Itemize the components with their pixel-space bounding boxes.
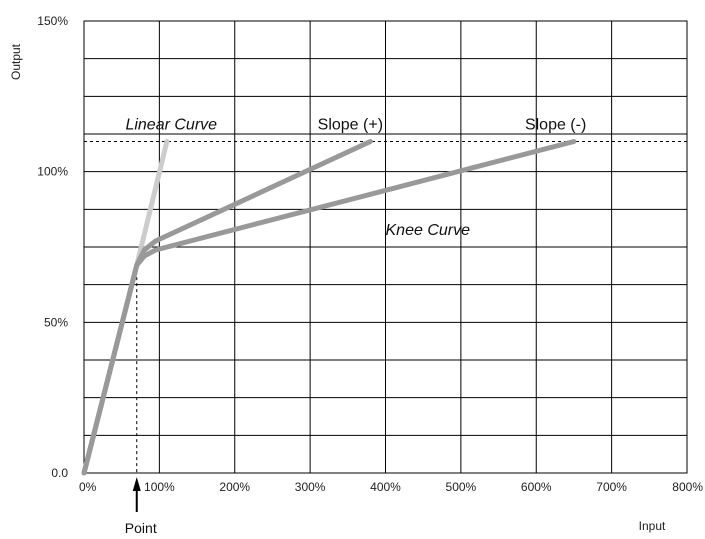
annotations: Linear Curve Slope (+) Slope (-) Knee Curve	[125, 116, 586, 238]
x-tick-label: 500%	[446, 480, 477, 494]
x-tick-label: 400%	[370, 480, 401, 494]
x-tick-label: 200%	[219, 480, 250, 494]
curve-annotation: Slope (+)	[318, 116, 383, 133]
x-axis-title: Input	[639, 519, 666, 533]
x-tick-label: 100%	[144, 480, 175, 494]
x-tick-label: 800%	[672, 480, 703, 494]
y-tick-label: 100%	[37, 165, 68, 179]
grid	[84, 21, 687, 473]
y-tick-label: 0.0	[51, 466, 68, 480]
x-tick-label: 700%	[596, 480, 627, 494]
x-tick-label: 300%	[295, 480, 326, 494]
curve-annotation: Knee Curve	[386, 222, 471, 239]
curve-annotation: Linear Curve	[125, 116, 217, 133]
point-arrow-head-icon	[132, 477, 141, 491]
point-marker: Point	[125, 477, 157, 536]
series-line-2	[81, 139, 577, 476]
curve-annotation: Slope (-)	[525, 116, 586, 133]
x-tick-label: 600%	[521, 480, 552, 494]
series-group	[81, 139, 577, 476]
y-tick-labels: 0.0 50% 100% 150%	[37, 14, 68, 480]
y-tick-label: 50%	[44, 315, 68, 329]
y-tick-label: 150%	[37, 14, 68, 28]
point-label: Point	[125, 520, 157, 536]
plot-frame	[83, 20, 688, 474]
x-tick-labels: 0% 100% 200% 300% 400% 500% 600% 700% 800%	[79, 480, 703, 494]
y-axis-title: Output	[9, 43, 23, 80]
reference-lines	[84, 141, 687, 473]
x-tick-label: 0%	[79, 480, 97, 494]
